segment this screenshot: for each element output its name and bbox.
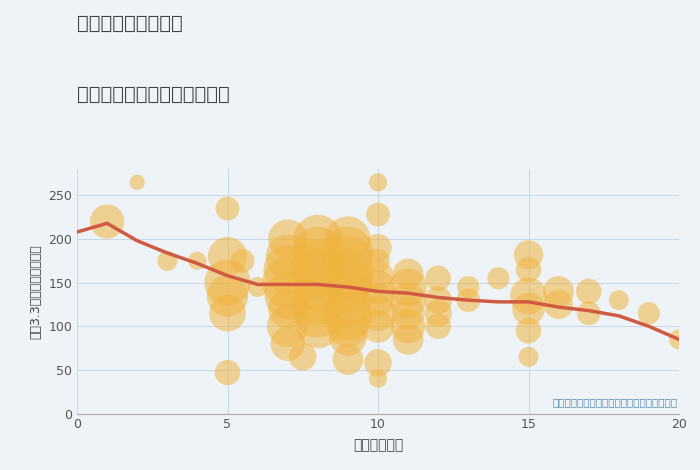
Point [372, 309, 384, 317]
Point [402, 270, 414, 278]
Point [342, 312, 354, 320]
Point [402, 336, 414, 343]
Point [553, 301, 564, 308]
Point [222, 205, 233, 212]
Point [222, 369, 233, 376]
Point [372, 322, 384, 330]
Point [643, 309, 655, 317]
Point [162, 257, 173, 265]
Point [192, 257, 203, 265]
Point [312, 235, 323, 243]
Point [282, 266, 293, 274]
Point [523, 292, 534, 299]
Point [433, 274, 444, 282]
Point [372, 179, 384, 186]
Point [282, 340, 293, 347]
Point [357, 283, 368, 291]
Point [312, 283, 323, 291]
Point [433, 297, 444, 304]
Point [402, 283, 414, 291]
Point [342, 290, 354, 297]
Point [312, 297, 323, 304]
Point [222, 292, 233, 299]
Point [102, 218, 113, 225]
Text: 東京都西高島平駅の: 東京都西高島平駅の [77, 14, 183, 33]
Point [402, 309, 414, 317]
Point [132, 179, 143, 186]
Point [613, 297, 624, 304]
Point [282, 322, 293, 330]
Point [312, 322, 323, 330]
Point [222, 253, 233, 260]
Point [282, 305, 293, 313]
Point [523, 327, 534, 335]
Point [523, 353, 534, 360]
Point [312, 270, 323, 278]
Point [523, 266, 534, 274]
Point [583, 309, 594, 317]
Point [222, 279, 233, 286]
Text: 円の大きさは、取引のあった物件面積を示す: 円の大きさは、取引のあった物件面積を示す [552, 398, 678, 407]
Point [372, 375, 384, 383]
Point [372, 211, 384, 219]
Point [523, 251, 534, 258]
X-axis label: 駅距離（分）: 駅距離（分） [353, 439, 403, 453]
Point [252, 283, 263, 291]
Point [282, 292, 293, 299]
Point [463, 297, 474, 304]
Point [282, 235, 293, 243]
Point [372, 257, 384, 265]
Point [342, 257, 354, 265]
Point [342, 322, 354, 330]
Point [553, 288, 564, 295]
Point [328, 257, 339, 265]
Point [222, 309, 233, 317]
Point [402, 322, 414, 330]
Point [342, 301, 354, 308]
Y-axis label: 坪（3.3㎡）単価（万円）: 坪（3.3㎡）単価（万円） [29, 244, 43, 339]
Point [433, 322, 444, 330]
Point [342, 356, 354, 363]
Point [312, 309, 323, 317]
Point [297, 353, 308, 360]
Point [342, 235, 354, 243]
Point [282, 279, 293, 286]
Point [282, 253, 293, 260]
Point [342, 279, 354, 286]
Point [372, 297, 384, 304]
Point [372, 272, 384, 280]
Point [312, 261, 323, 269]
Point [237, 257, 248, 265]
Point [372, 244, 384, 251]
Point [433, 309, 444, 317]
Point [493, 274, 504, 282]
Point [402, 297, 414, 304]
Point [583, 288, 594, 295]
Point [342, 333, 354, 341]
Point [673, 336, 685, 343]
Point [523, 305, 534, 313]
Point [372, 283, 384, 291]
Point [372, 359, 384, 367]
Point [342, 248, 354, 256]
Point [342, 270, 354, 278]
Point [312, 248, 323, 256]
Text: 駅距離別中古マンション価格: 駅距離別中古マンション価格 [77, 85, 230, 103]
Point [463, 283, 474, 291]
